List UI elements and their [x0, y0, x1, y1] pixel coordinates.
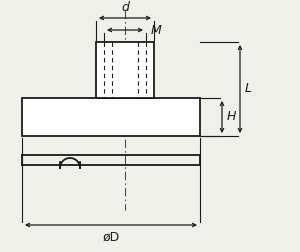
Text: M: M	[151, 23, 162, 37]
Text: øD: øD	[102, 231, 120, 244]
Bar	[22, 98, 200, 136]
Text: H: H	[227, 110, 236, 123]
Text: L: L	[245, 82, 252, 96]
Bar	[96, 42, 154, 98]
Text: d: d	[121, 1, 129, 14]
